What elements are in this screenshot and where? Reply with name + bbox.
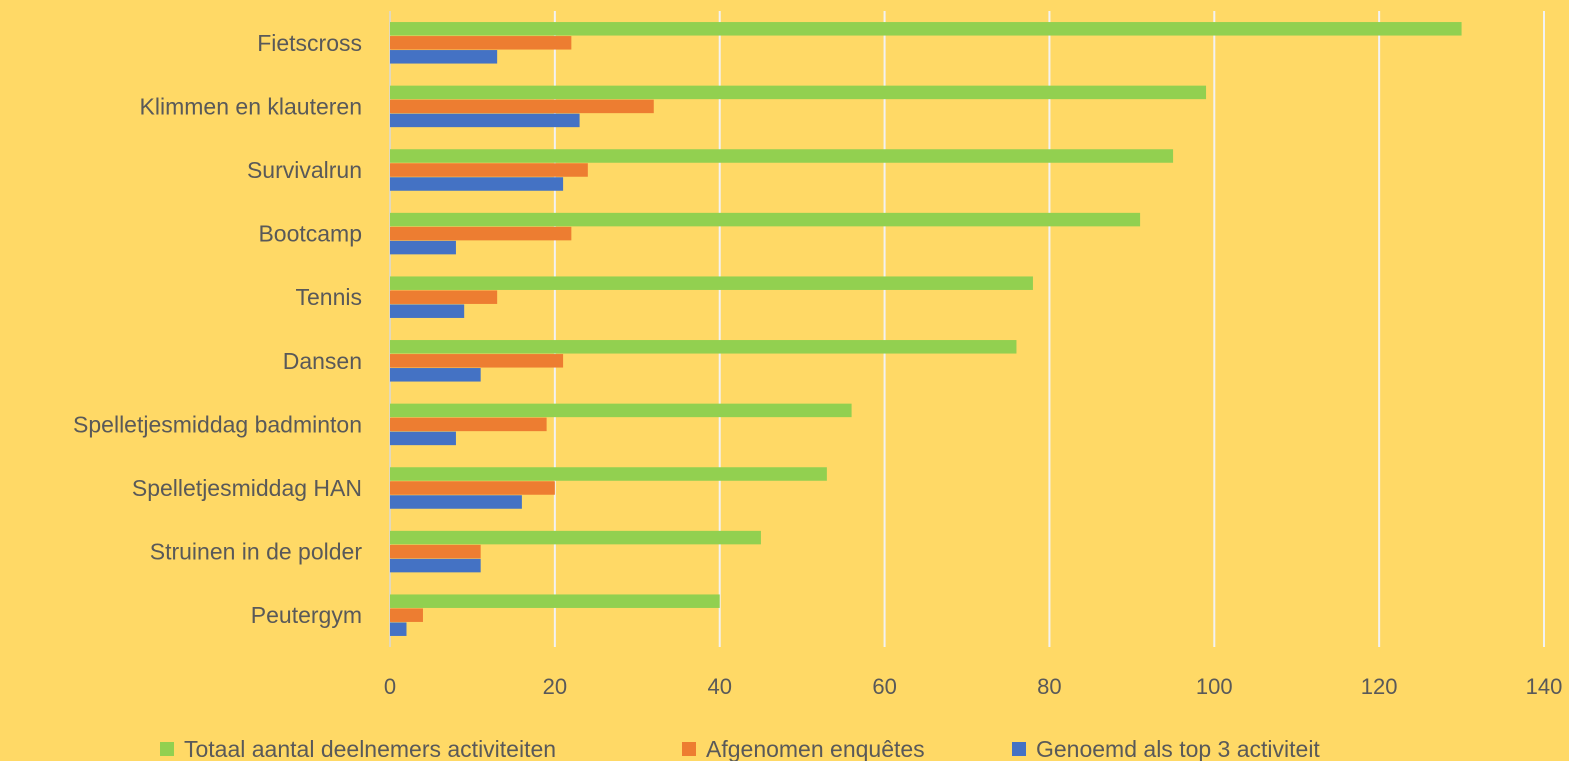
category-label: Spelletjesmiddag HAN	[132, 475, 362, 501]
bar	[390, 99, 654, 114]
category-label: Fietscross	[257, 30, 362, 56]
bar	[390, 276, 1033, 290]
bar	[390, 290, 498, 304]
bar	[390, 417, 547, 432]
category-label: Dansen	[283, 348, 362, 374]
bar	[390, 495, 522, 509]
bar	[390, 50, 498, 64]
bar	[390, 340, 1017, 354]
bar	[390, 36, 572, 50]
legend: Totaal aantal deelnemers activiteiten Afg…	[160, 736, 1320, 761]
legend-swatch	[682, 742, 696, 756]
bar	[390, 622, 407, 636]
bar	[390, 431, 456, 446]
bar	[390, 481, 555, 495]
bar	[390, 354, 564, 368]
bar	[390, 226, 572, 241]
bar	[390, 403, 852, 418]
bar	[390, 163, 588, 177]
x-tick-label: 100	[1196, 674, 1233, 699]
x-tick-label: 60	[872, 674, 896, 699]
bar	[390, 608, 423, 622]
category-label: Bootcamp	[258, 221, 362, 247]
bar	[390, 544, 481, 559]
category-label: Survivalrun	[247, 157, 362, 183]
x-tick-label: 80	[1037, 674, 1061, 699]
x-tick-labels: 0 20 40 60 80 100 120 140	[384, 674, 1562, 699]
bar	[390, 530, 761, 545]
legend-swatch	[1012, 742, 1026, 756]
bar	[390, 558, 481, 573]
category-label: Tennis	[296, 284, 362, 310]
legend-swatch	[160, 742, 174, 756]
bar	[390, 149, 1174, 163]
bar	[390, 113, 580, 128]
bar	[390, 177, 564, 191]
x-tick-label: 40	[707, 674, 731, 699]
x-tick-label: 120	[1361, 674, 1398, 699]
bar	[390, 304, 465, 318]
bar	[390, 368, 481, 382]
bar	[390, 85, 1207, 100]
bars	[390, 22, 1462, 636]
category-label: Spelletjesmiddag badminton	[73, 411, 362, 437]
legend-label: Genoemd als top 3 activiteit	[1036, 736, 1320, 761]
legend-label: Totaal aantal deelnemers activiteiten	[184, 736, 556, 761]
bar	[390, 22, 1462, 36]
category-label: Struinen in de polder	[150, 539, 363, 565]
bar	[390, 467, 827, 481]
bar	[390, 240, 456, 255]
category-label: Klimmen en klauteren	[140, 93, 362, 119]
x-tick-label: 0	[384, 674, 396, 699]
category-labels: Fietscross Klimmen en klauteren Survivalru…	[73, 30, 362, 628]
x-tick-label: 140	[1526, 674, 1563, 699]
x-tick-label: 20	[543, 674, 567, 699]
legend-label: Afgenomen enquêtes	[706, 736, 925, 761]
bar	[390, 594, 720, 608]
category-label: Peutergym	[251, 602, 362, 628]
bar	[390, 212, 1141, 227]
